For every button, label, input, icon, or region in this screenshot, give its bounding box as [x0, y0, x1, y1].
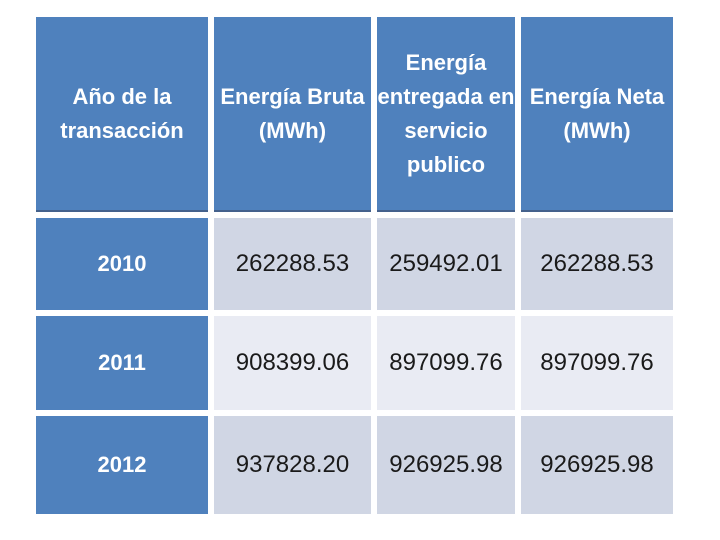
header-cell-delivered-energy: Energía entregada en servicio publico — [377, 17, 515, 212]
value-cell: 937828.20 — [214, 416, 371, 514]
header-cell-transaction-year: Año de la transacción — [36, 17, 208, 212]
year-cell: 2012 — [36, 416, 208, 514]
value-cell: 897099.76 — [521, 316, 673, 410]
value-cell: 926925.98 — [521, 416, 673, 514]
value-cell: 262288.53 — [521, 218, 673, 310]
header-cell-net-energy: Energía Neta (MWh) — [521, 17, 673, 212]
value-cell: 262288.53 — [214, 218, 371, 310]
value-cell: 897099.76 — [377, 316, 515, 410]
year-cell: 2010 — [36, 218, 208, 310]
energy-table: Año de la transacción Energía Bruta (MWh… — [36, 17, 673, 514]
value-cell: 926925.98 — [377, 416, 515, 514]
value-cell: 908399.06 — [214, 316, 371, 410]
header-cell-gross-energy: Energía Bruta (MWh) — [214, 17, 371, 212]
year-cell: 2011 — [36, 316, 208, 410]
value-cell: 259492.01 — [377, 218, 515, 310]
